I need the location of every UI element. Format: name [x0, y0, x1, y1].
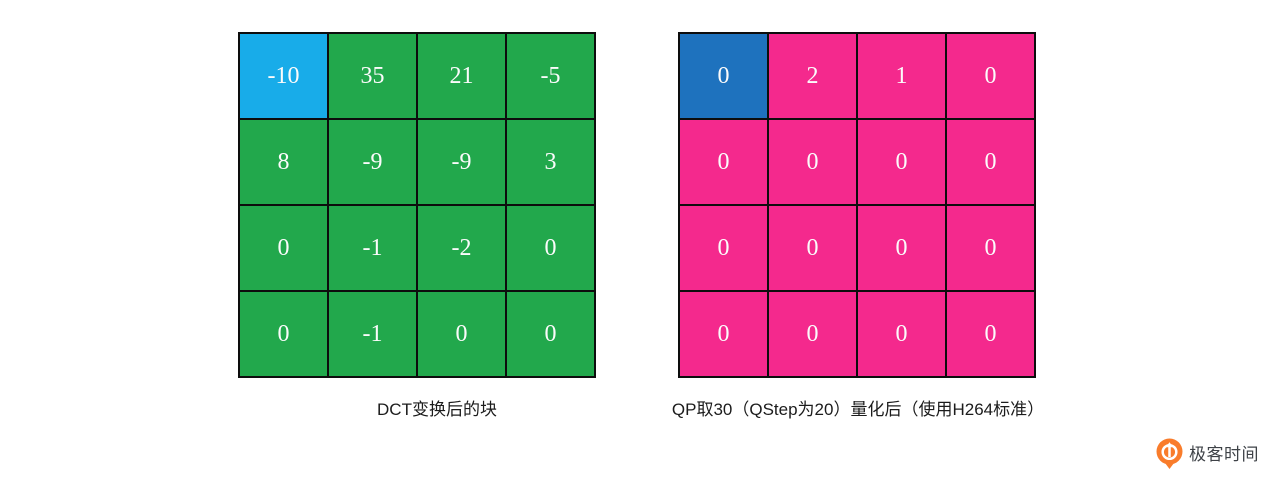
grid-cell: 0 — [680, 292, 767, 376]
grid-cell: 0 — [418, 292, 505, 376]
grid-cell: -9 — [329, 120, 416, 204]
geektime-logo-text: 极客时间 — [1189, 444, 1259, 464]
grid-cell: 8 — [240, 120, 327, 204]
grid-cell: 0 — [947, 206, 1034, 290]
grid-cell: 0 — [769, 206, 856, 290]
grid-cell: 0 — [858, 120, 945, 204]
dct-grid: -10 35 21 -5 8 -9 -9 3 0 -1 -2 0 0 -1 0 … — [238, 32, 596, 378]
grid-cell: 0 — [947, 34, 1034, 118]
grid-cell: 0 — [947, 120, 1034, 204]
grid-cell: 0 — [858, 206, 945, 290]
grid-cell: 3 — [507, 120, 594, 204]
grid-cell: 0 — [240, 292, 327, 376]
grid-cell: 0 — [680, 206, 767, 290]
grid-cell: 35 — [329, 34, 416, 118]
grid-cell: 0 — [680, 34, 767, 118]
grid-cell: -10 — [240, 34, 327, 118]
grid-cell: 0 — [240, 206, 327, 290]
grid-cell: 0 — [680, 120, 767, 204]
grid-cell: 0 — [769, 292, 856, 376]
grid-cell: -5 — [507, 34, 594, 118]
grid-cell: 1 — [858, 34, 945, 118]
grid-cell: -9 — [418, 120, 505, 204]
grid-cell: 21 — [418, 34, 505, 118]
grid-cell: 0 — [858, 292, 945, 376]
grid-cell: 2 — [769, 34, 856, 118]
geektime-pin-icon — [1155, 438, 1184, 470]
grid-cell: 0 — [769, 120, 856, 204]
grid-cell: -1 — [329, 292, 416, 376]
grid-cell: -1 — [329, 206, 416, 290]
grid-cell: 0 — [947, 292, 1034, 376]
quantized-caption: QP取30（QStep为20）量化后（使用H264标准） — [671, 400, 1045, 419]
grid-cell: 0 — [507, 206, 594, 290]
grid-cell: -2 — [418, 206, 505, 290]
quantized-grid: 0 2 1 0 0 0 0 0 0 0 0 0 0 0 0 0 — [678, 32, 1036, 378]
grid-cell: 0 — [507, 292, 594, 376]
geektime-logo: 极客时间 — [1155, 438, 1259, 470]
dct-caption: DCT变换后的块 — [377, 400, 497, 419]
